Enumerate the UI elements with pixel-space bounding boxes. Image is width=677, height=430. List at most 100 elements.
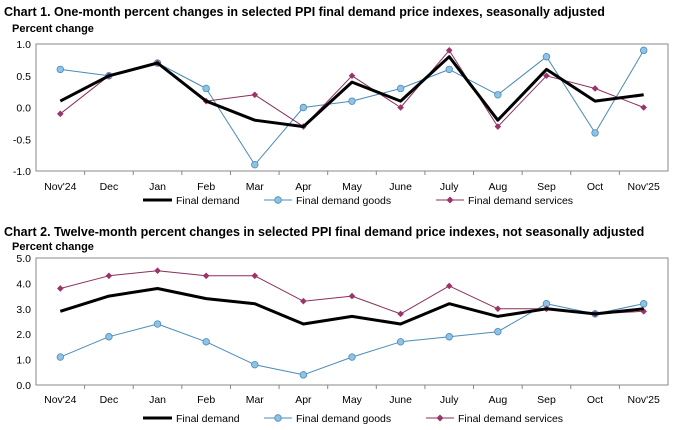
chart-2-goods-point: [445, 333, 453, 341]
chart-1-goods-point: [299, 103, 308, 112]
chart-2-services-point: [251, 272, 259, 280]
chart-1-ylabel: Percent change: [12, 23, 94, 35]
chart-1-services-point: [348, 72, 356, 80]
chart-1-title: Chart 1. One-month percent changes in se…: [4, 5, 605, 19]
chart-2-services-point: [300, 297, 307, 305]
chart-2-ytick-label: 0.0: [16, 380, 31, 392]
chart-1-xtick-label: Oct: [587, 181, 603, 193]
chart-2-series-final-demand-line: [59, 287, 644, 326]
chart-1-ytick-label: -1.0: [13, 166, 31, 178]
chart-2-goods-point: [299, 371, 308, 379]
chart-1-services-point: [57, 110, 64, 118]
chart-2-goods-point: [56, 353, 65, 361]
chart-1-goods-point: [494, 91, 502, 99]
chart-1-legend-goods-marker: [274, 196, 282, 204]
chart-1-services-point: [397, 104, 404, 111]
chart-1-legend-final-demand: Final demand: [176, 195, 240, 207]
chart-1-xtick-label: Mar: [246, 181, 265, 193]
chart-2-legend-services: Final demand services: [458, 413, 563, 425]
chart-2-xtick-label: Aug: [489, 394, 508, 406]
chart-1-xtick-label: May: [342, 181, 363, 193]
chart-2-legend-goods: Final demand goods: [296, 413, 391, 425]
chart-2-xtick-label: Dec: [100, 394, 119, 406]
chart-2-ytick-label: 3.0: [16, 304, 31, 316]
chart-2: Chart 2. Twelve-month percent changes in…: [4, 225, 669, 425]
chart-2-services-point: [57, 285, 64, 292]
chart-2-title: Chart 2. Twelve-month percent changes in…: [4, 225, 644, 239]
chart-1-goods-point: [591, 129, 599, 137]
chart-2-goods-point: [202, 338, 210, 346]
chart-2-goods-point: [396, 338, 405, 346]
chart-1-plot-frame: [35, 43, 669, 172]
chart-2-legend-services-marker: [436, 414, 444, 422]
chart-1-goods-point: [542, 53, 551, 61]
chart-1-xtick-label: Aug: [489, 181, 508, 193]
chart-1-legend: Final demand Final demand goods Final de…: [143, 195, 573, 207]
chart-2-services-point: [202, 272, 210, 280]
chart-1-services-point: [251, 91, 259, 99]
chart-1-xtick-label: Nov'25: [628, 181, 661, 193]
chart-2-ytick-label: 2.0: [16, 329, 31, 341]
chart-2-series-services-line: [60, 270, 644, 315]
chart-1-series-final-demand-line: [59, 55, 644, 129]
chart-1-goods-point: [445, 65, 453, 74]
chart-2-legend: Final demand Final demand goods Final de…: [143, 413, 563, 425]
chart-1-ytick-label: -0.5: [13, 134, 31, 146]
chart-2-plot-frame: [35, 257, 669, 386]
chart-2-ytick-label: 5.0: [16, 253, 31, 265]
chart-1: Chart 1. One-month percent changes in se…: [4, 5, 669, 207]
chart-2-services-point: [348, 292, 356, 300]
chart-1-goods-point: [251, 160, 259, 169]
chart-2-xtick-label: Feb: [197, 394, 215, 406]
chart-2-xtick-label: Nov'24: [44, 394, 77, 406]
chart-2-services-point: [154, 267, 161, 274]
chart-1-xtick-label: June: [389, 181, 412, 193]
chart-2-xtick-label: Jan: [149, 394, 166, 406]
chart-1-services-point: [640, 104, 647, 111]
chart-2-xtick-label: May: [342, 394, 363, 406]
chart-2-ylabel: Percent change: [12, 241, 94, 253]
chart-2-legend-goods-marker: [274, 414, 282, 422]
chart-2-services-point: [494, 305, 502, 313]
chart-2-ytick-label: 4.0: [16, 278, 31, 290]
chart-1-ytick-label: 0.5: [16, 71, 31, 83]
chart-1-legend-goods: Final demand goods: [296, 195, 391, 207]
chart-1-services-point: [543, 72, 550, 80]
chart-1-goods-point: [202, 84, 210, 93]
chart-1-xtick-label: Nov'24: [44, 181, 77, 193]
chart-2-services-point: [105, 272, 113, 280]
chart-2-goods-point: [251, 360, 259, 369]
chart-1-goods-point: [348, 97, 356, 105]
chart-1-services-point: [445, 47, 453, 54]
chart-2-xtick-label: Apr: [295, 394, 312, 406]
chart-1-series-services-line: [59, 49, 644, 128]
chart-2-services-point: [397, 310, 404, 318]
chart-1-xtick-label: Apr: [295, 181, 312, 193]
chart-1-xtick-label: Sep: [537, 181, 556, 193]
chart-2-goods-point: [639, 300, 648, 308]
chart-1-services-point: [494, 123, 502, 130]
chart-1-series-goods-line: [60, 50, 645, 166]
chart-1-services-point: [591, 85, 599, 92]
chart-1-goods-point: [56, 65, 65, 74]
chart-1-xtick-label: July: [440, 181, 459, 193]
chart-2-ytick-label: 1.0: [16, 355, 31, 367]
chart-2-xtick-label: Nov'25: [628, 394, 661, 406]
chart-1-xtick-label: Dec: [100, 181, 119, 193]
chart-1-legend-services-marker: [446, 196, 454, 204]
chart-2-goods-point: [153, 320, 162, 328]
chart-2-goods-point: [105, 333, 113, 341]
chart-1-goods-point: [639, 46, 648, 55]
chart-2-services-point: [445, 282, 453, 290]
chart-2-series-goods-line: [60, 303, 644, 376]
chart-1-xtick-label: Feb: [197, 181, 215, 193]
chart-2-xtick-label: Oct: [587, 394, 603, 406]
chart-1-legend-services: Final demand services: [468, 195, 573, 207]
chart-2-xtick-label: June: [389, 394, 412, 406]
chart-2-xtick-label: July: [440, 394, 459, 406]
chart-2-xtick-label: Mar: [246, 394, 265, 406]
chart-1-xtick-label: Jan: [149, 181, 166, 193]
chart-2-goods-point: [494, 327, 502, 336]
